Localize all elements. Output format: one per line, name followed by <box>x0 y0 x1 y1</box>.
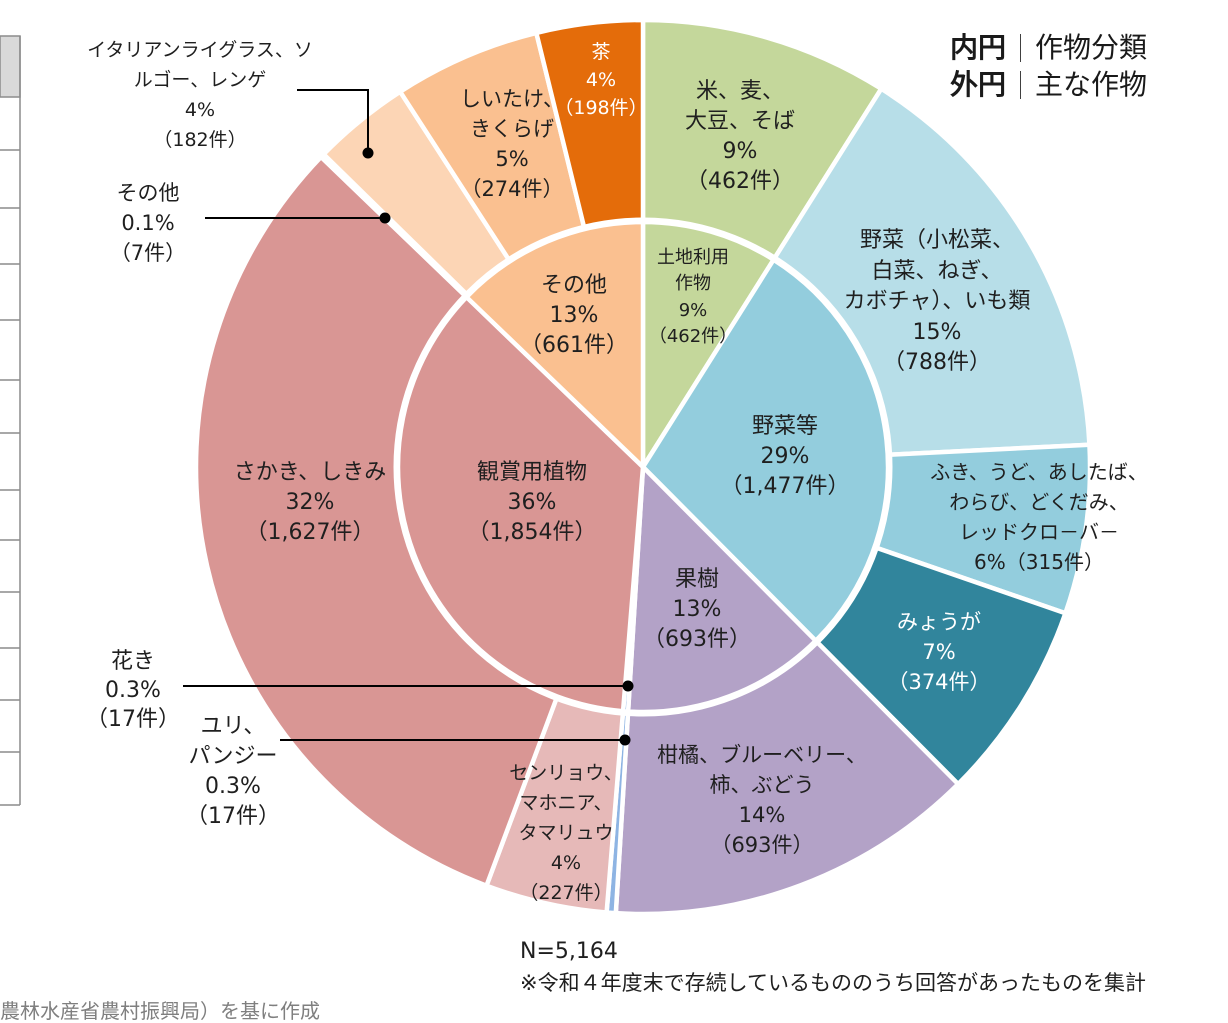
callout-dot-outer-other <box>379 212 391 224</box>
outer-label-myoga: みょうが 7% （374件） <box>887 607 990 697</box>
callout-line-forage-crops <box>297 89 369 153</box>
outer-label-wild-vegetables: ふき、うど、あしたば、 わらび、どくだみ、 レッドクロ－バ－ 6%（315件） <box>930 457 1148 577</box>
slice-percent: 4% <box>184 99 216 121</box>
slice-name: みょうが <box>897 610 981 634</box>
slice-count: （17件） <box>86 707 180 732</box>
slice-percent: 29% <box>760 444 810 469</box>
slice-name: さかき、しきみ <box>233 460 387 485</box>
slice-percent: 4% <box>550 852 582 874</box>
slice-percent: 5% <box>495 147 529 171</box>
inner-label-flowers: 花き 0.3% （17件） <box>86 647 180 734</box>
slice-count: （788件） <box>883 350 991 375</box>
slice-name: 果樹 <box>674 567 719 592</box>
slice-count: （17件） <box>186 804 280 829</box>
slice-percent: 14% <box>738 803 786 827</box>
callouts <box>183 89 628 741</box>
slice-percent: 15% <box>912 319 962 345</box>
slice-name: ふき、うど、あしたば、 わらび、どくだみ、 レッドクロ－バ－ <box>930 460 1148 544</box>
slice-name: 茶 <box>591 41 611 63</box>
slice-percent: 32% <box>285 490 335 515</box>
slice-count: （315件） <box>1005 550 1104 574</box>
slice-percent: 0.3% <box>205 774 261 799</box>
slice-percent: 4% <box>585 69 617 91</box>
slice-count: （462件） <box>648 325 738 347</box>
legend-outer-value: 主な作物 <box>1035 68 1148 101</box>
ring-legend: 内円 作物分類 外円 主な作物 <box>950 29 1147 103</box>
slice-count: （1,477件） <box>720 474 850 499</box>
outer-label-forage-crops: イタリアンライグラス、ソ ルゴー、レンゲ 4% （182件） <box>87 35 313 155</box>
outer-label-other: その他 0.1% （7件） <box>110 178 186 268</box>
callout-dot-flowers <box>622 680 634 692</box>
slice-count: （274件） <box>460 177 564 201</box>
outer-label-shiitake-kikurage: しいたけ、 きくらげ 5% （274件） <box>460 84 564 204</box>
slice-count: （693件） <box>643 627 751 652</box>
slice-percent: 0.3% <box>105 678 161 703</box>
table-fragment <box>0 35 21 806</box>
slice-name: しいたけ、 きくらげ <box>460 87 564 141</box>
sample-size: N=5,164 <box>520 939 618 964</box>
outer-label-vegetables-potatoes: 野菜（小松菜、 白菜、ねぎ、 カボチャ）、いも類 15% （788件） <box>844 226 1031 379</box>
outer-label-lily-pansy: ユリ、 パンジー 0.3% （17件） <box>186 712 280 832</box>
legend-inner-row: 内円 作物分類 <box>950 29 1147 66</box>
slice-count: （7件） <box>109 241 187 265</box>
slice-name: 野菜（小松菜、 白菜、ねぎ、 カボチャ）、いも類 <box>843 228 1031 314</box>
outer-label-sakaki-shikimi: さかき、しきみ 32% （1,627件） <box>234 458 386 548</box>
slice-percent: 6% <box>974 550 1006 574</box>
ring-separator <box>393 217 893 717</box>
inner-label-fruit-trees: 果樹 13% （693件） <box>643 565 751 655</box>
slice-name: 米、麦、 大豆、そば <box>684 79 796 134</box>
slice-name: 土地利用 作物 <box>656 247 729 295</box>
slice-name: ユリ、 パンジー <box>188 714 278 769</box>
legend-outer-key: 外円 <box>950 68 1007 101</box>
table-header-cell <box>0 35 21 98</box>
inner-label-vegetables: 野菜等 29% （1,477件） <box>721 412 850 502</box>
inner-label-land-use-crops: 土地利用 作物 9% （462件） <box>649 245 737 350</box>
slice-count: （198件） <box>554 97 648 119</box>
slice-name: センリョウ、 マホニア、 タマリュウ <box>509 762 623 844</box>
outer-label-rice-wheat-soy-buckwheat: 米、麦、 大豆、そば 9% （462件） <box>685 77 795 197</box>
callout-dot-lily-pansy <box>619 734 631 746</box>
legend-inner-value: 作物分類 <box>1035 31 1148 64</box>
outer-label-senryo-mahonia-tamaryu: センリョウ、 マホニア、 タマリュウ 4% （227件） <box>509 758 622 908</box>
slice-percent: 36% <box>507 490 557 515</box>
slice-count: （1,627件） <box>245 520 375 545</box>
outer-label-citrus-blueberry-persimmon-grape: 柑橘、ブルーベリー、 柿、ぶどう 14% （693件） <box>657 740 867 860</box>
slice-percent-count: 6%（315件） <box>930 547 1148 577</box>
slice-count: （227件） <box>519 882 613 904</box>
slice-name: 野菜等 <box>751 414 819 439</box>
slice-name: イタリアンライグラス、ソ ルゴー、レンゲ <box>87 39 313 91</box>
slice-name: 観賞用植物 <box>476 460 588 485</box>
slice-percent: 0.1% <box>121 211 175 235</box>
slice-name: その他 <box>540 273 607 298</box>
slice-count: （182件） <box>153 129 247 151</box>
slice-percent: 9% <box>722 139 758 164</box>
slice-name: 花き <box>110 649 155 674</box>
inner-label-other: その他 13% （661件） <box>520 271 628 361</box>
slice-name: その他 <box>116 181 180 205</box>
source-note: 農林水産省農村振興局）を基に作成 <box>0 999 320 1023</box>
inner-label-ornamental-plants: 観賞用植物 36% （1,854件） <box>468 458 597 548</box>
legend-outer-row: 外円 主な作物 <box>950 66 1147 103</box>
callout-dot-forage-crops <box>362 147 374 159</box>
slice-name: 柑橘、ブルーベリー、 柿、ぶどう <box>657 743 867 797</box>
slice-percent: 7% <box>922 640 956 664</box>
slice-percent: 9% <box>678 299 708 321</box>
slice-count: （661件） <box>520 333 628 358</box>
legend-separator <box>1020 33 1022 62</box>
outer-label-tea: 茶 4% （198件） <box>554 38 647 122</box>
slice-percent: 13% <box>549 303 599 328</box>
footnote: ※令和４年度末で存続しているもののうち回答があったものを集計 <box>520 971 1146 995</box>
callout-dots <box>362 147 634 746</box>
slice-count: （462件） <box>685 169 794 194</box>
slice-count: （1,854件） <box>467 520 597 545</box>
slice-count: （693件） <box>710 833 814 857</box>
slice-count: （374件） <box>887 670 991 694</box>
slice-percent: 13% <box>672 597 722 622</box>
legend-separator <box>1020 70 1022 99</box>
legend-inner-key: 内円 <box>950 31 1007 64</box>
